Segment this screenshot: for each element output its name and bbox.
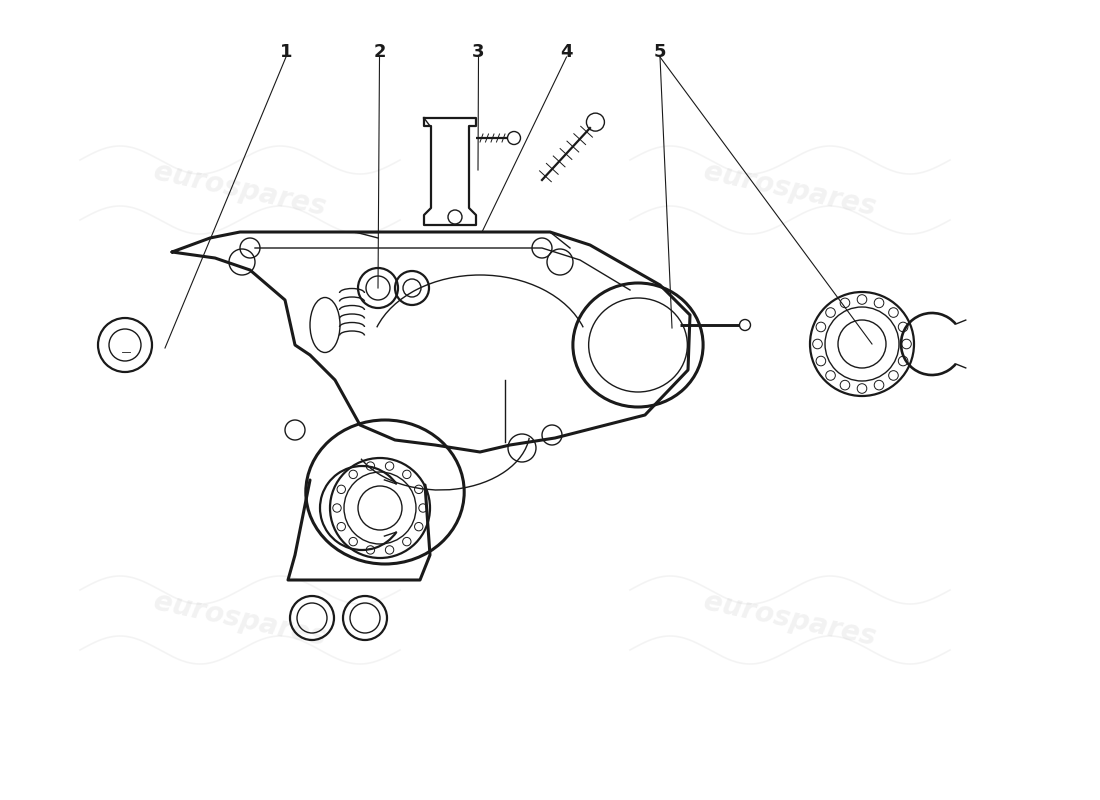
Text: 1: 1 [279, 43, 293, 61]
Text: 4: 4 [560, 43, 573, 61]
Text: 5: 5 [653, 43, 667, 61]
Circle shape [739, 319, 750, 330]
Text: eurospares: eurospares [152, 158, 329, 222]
Text: eurospares: eurospares [702, 588, 879, 652]
Text: eurospares: eurospares [152, 588, 329, 652]
Text: eurospares: eurospares [702, 158, 879, 222]
Text: 3: 3 [472, 43, 485, 61]
Text: 2: 2 [373, 43, 386, 61]
